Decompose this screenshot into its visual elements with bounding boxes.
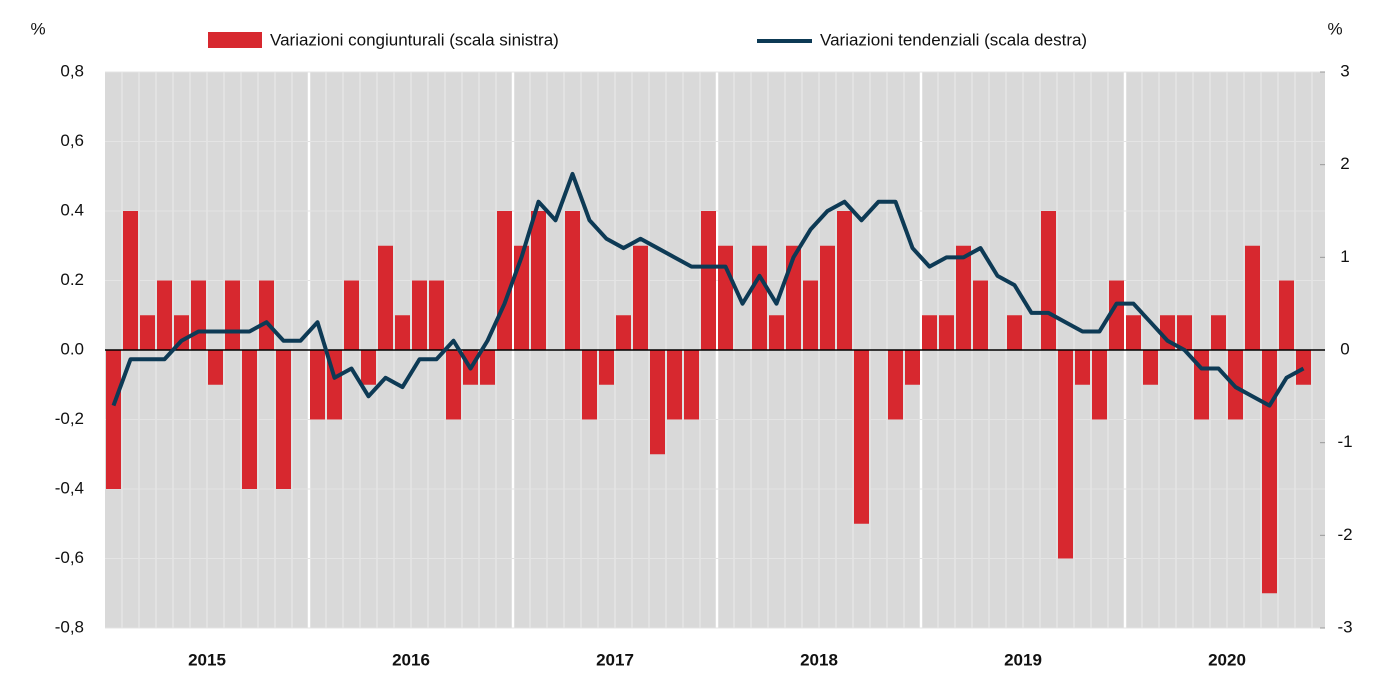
bar (225, 280, 240, 350)
bar (480, 350, 495, 385)
bar (888, 350, 903, 420)
bar (1058, 350, 1073, 559)
bar (1177, 315, 1192, 350)
y2-tick-label: 3 (1340, 61, 1349, 80)
bar (531, 211, 546, 350)
y2-tick-label: 1 (1340, 247, 1349, 266)
bar (565, 211, 580, 350)
x-tick-label: 2017 (596, 650, 634, 669)
line (111, 171, 1305, 408)
y-tick-label: -0,4 (55, 478, 84, 497)
bar (718, 245, 733, 350)
left-unit: % (30, 19, 45, 38)
bar (1092, 350, 1107, 420)
bar (361, 350, 376, 385)
bar (582, 350, 597, 420)
bar (208, 350, 223, 385)
bar (1075, 350, 1090, 385)
bar (276, 350, 291, 489)
bar (344, 280, 359, 350)
bar (429, 280, 444, 350)
bar (1262, 350, 1277, 594)
bar (1211, 315, 1226, 350)
bar (1279, 280, 1294, 350)
bar (157, 280, 172, 350)
bar (1245, 245, 1260, 350)
y-tick-label: -0,6 (55, 548, 84, 567)
bar (956, 245, 971, 350)
bar (820, 245, 835, 350)
bar (395, 315, 410, 350)
bar (803, 280, 818, 350)
bar (1296, 350, 1311, 385)
bar (1143, 350, 1158, 385)
y-tick-label: -0,2 (55, 409, 84, 428)
x-tick-label: 2020 (1208, 650, 1246, 669)
x-tick-label: 2015 (188, 650, 226, 669)
y-tick-label: 0.0 (60, 339, 84, 358)
x-tick-label: 2019 (1004, 650, 1042, 669)
bar (1109, 280, 1124, 350)
y-tick-label: 0,8 (60, 61, 84, 80)
y2-tick-label: 2 (1340, 154, 1349, 173)
bar (939, 315, 954, 350)
bar (446, 350, 461, 420)
bar (310, 350, 325, 420)
bar (123, 211, 138, 350)
bar (616, 315, 631, 350)
bar (769, 315, 784, 350)
bar (140, 315, 155, 350)
y-tick-label: 0,6 (60, 131, 84, 150)
y2-tick-label: -1 (1337, 432, 1352, 451)
bar (1126, 315, 1141, 350)
bar (837, 211, 852, 350)
bar (973, 280, 988, 350)
bar (701, 211, 716, 350)
x-tick-label: 2018 (800, 650, 838, 669)
y-tick-label: 0.2 (60, 270, 84, 289)
bar (854, 350, 869, 524)
x-tick-label: 2016 (392, 650, 430, 669)
bar (497, 211, 512, 350)
y2-tick-label: -2 (1337, 525, 1352, 544)
bar (174, 315, 189, 350)
bar (667, 350, 682, 420)
bar (378, 245, 393, 350)
bar (684, 350, 699, 420)
y2-tick-label: 0 (1340, 339, 1349, 358)
bar (599, 350, 614, 385)
bar (259, 280, 274, 350)
bar (1007, 315, 1022, 350)
y2-tick-label: -3 (1337, 617, 1352, 636)
legend-label: Variazioni congiunturali (scala sinistra… (270, 30, 559, 49)
bar (633, 245, 648, 350)
bar (412, 280, 427, 350)
bar (191, 280, 206, 350)
bar (752, 245, 767, 350)
y-tick-label: 0.4 (60, 200, 84, 219)
right-unit: % (1327, 19, 1342, 38)
legend-label: Variazioni tendenziali (scala destra) (820, 30, 1087, 49)
bar (242, 350, 257, 489)
y-tick-label: -0,8 (55, 617, 84, 636)
bar (106, 350, 121, 489)
bar (1041, 211, 1056, 350)
legend-swatch (208, 32, 262, 48)
bar (922, 315, 937, 350)
bar (905, 350, 920, 385)
bar (650, 350, 665, 455)
